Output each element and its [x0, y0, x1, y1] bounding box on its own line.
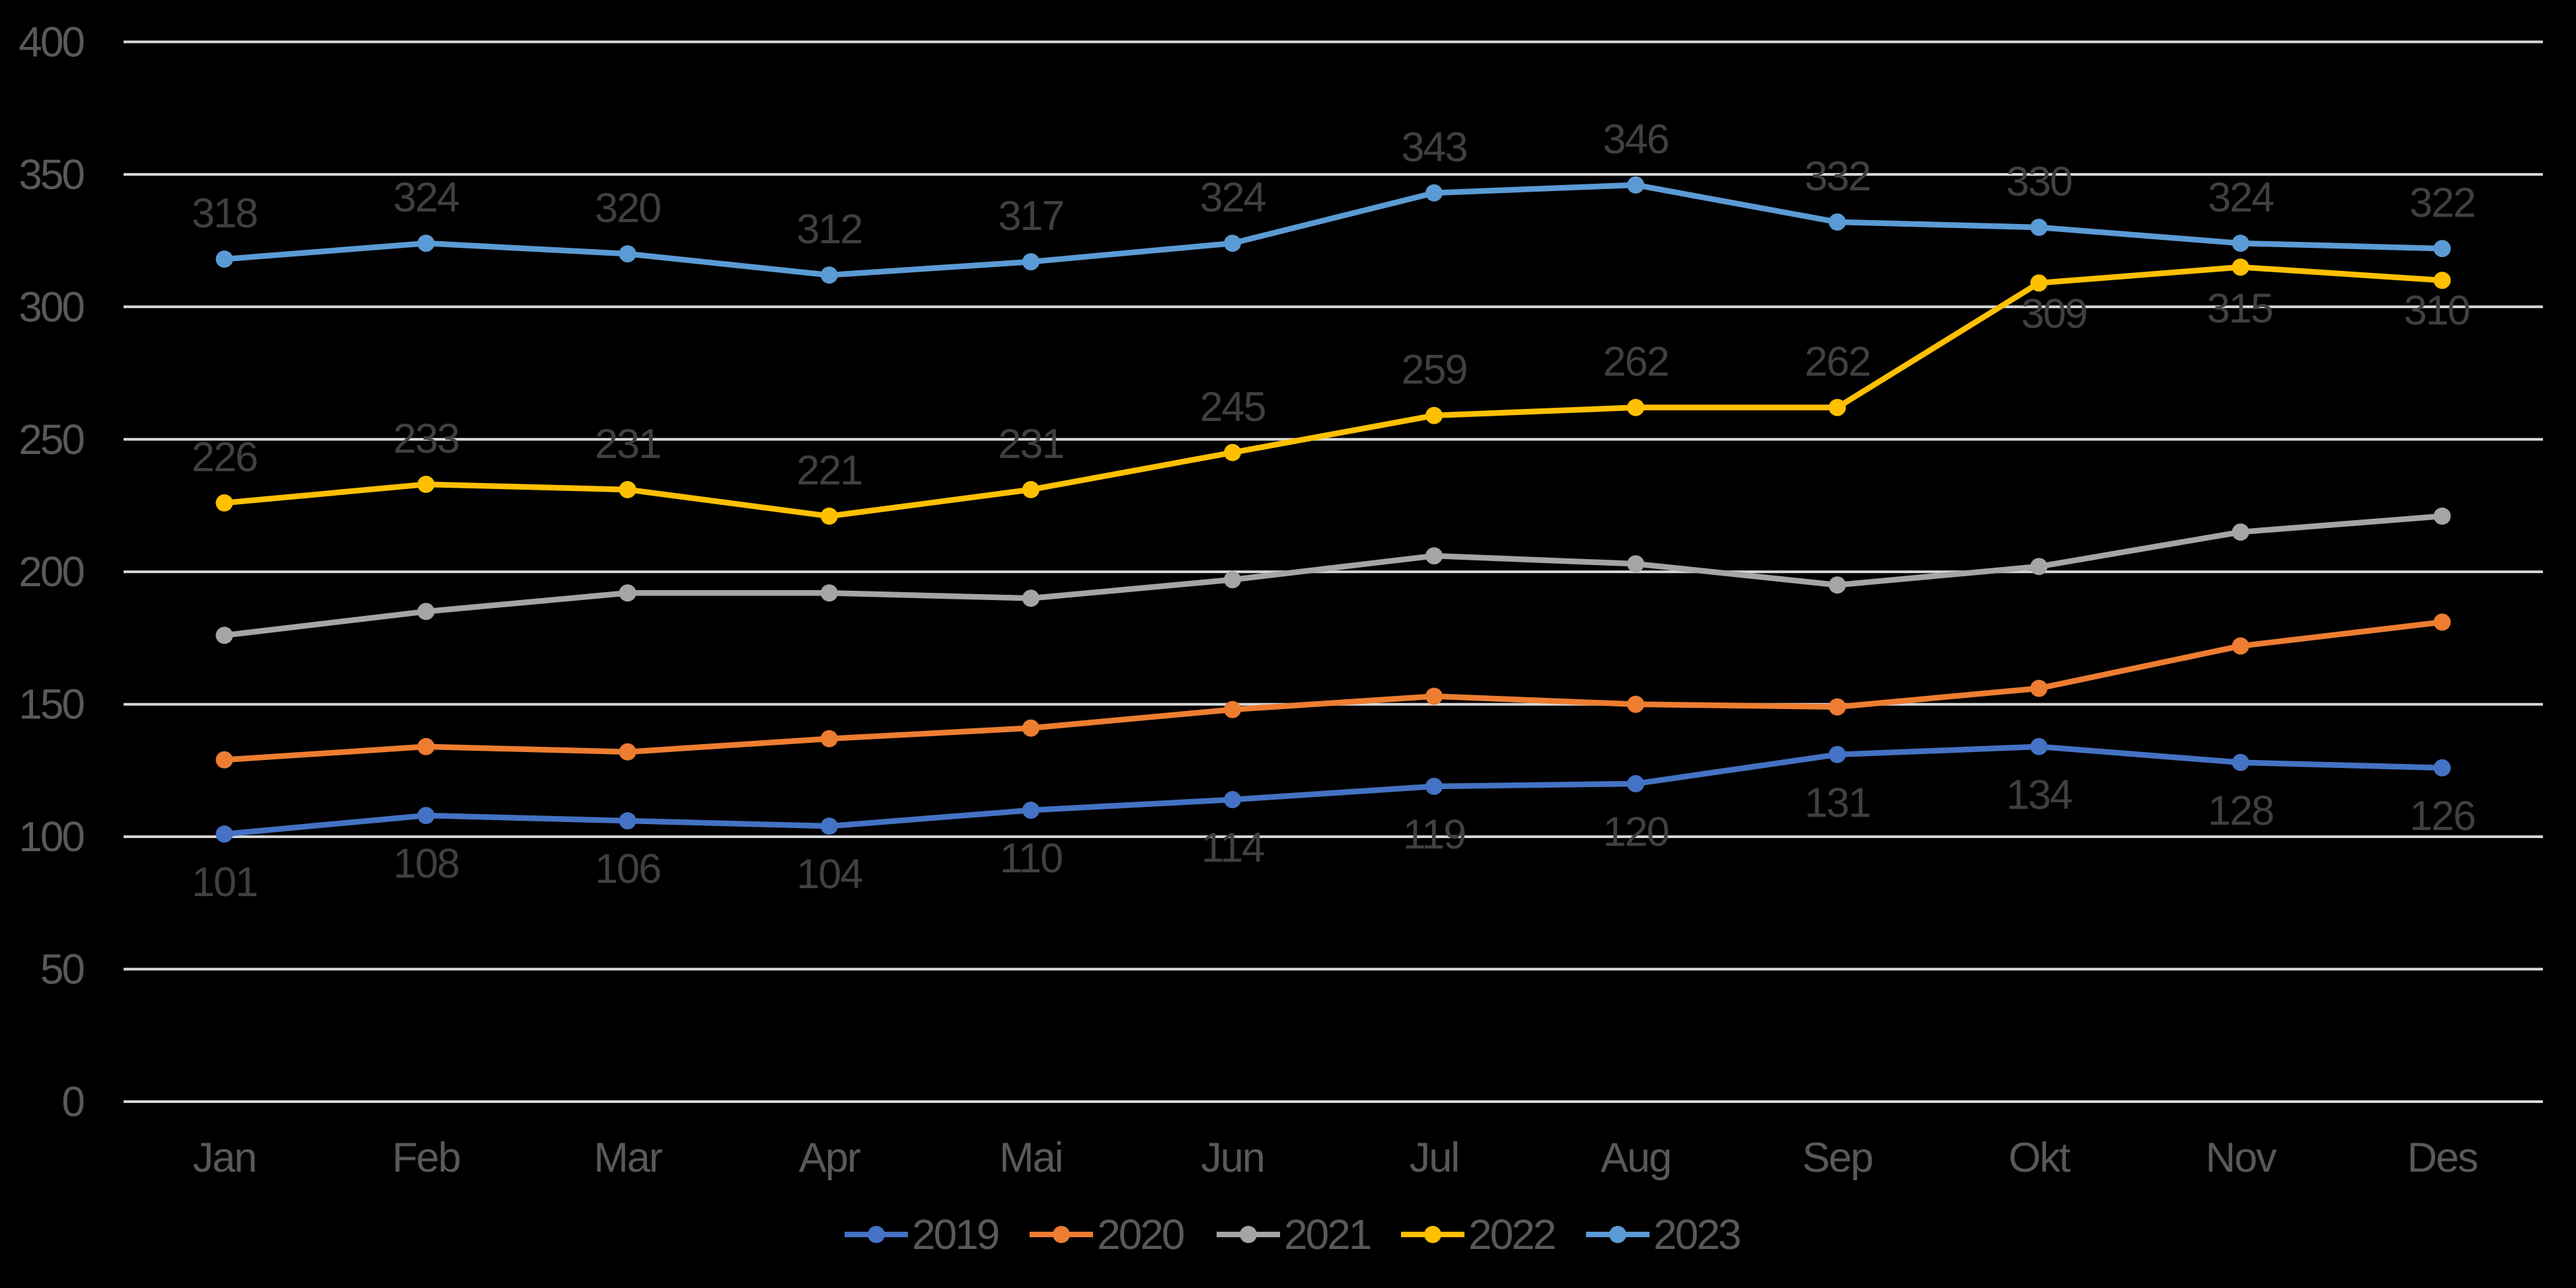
- svg-text:400: 400: [19, 18, 84, 65]
- svg-text:221: 221: [796, 447, 862, 494]
- svg-text:100: 100: [19, 813, 84, 860]
- svg-text:134: 134: [2006, 772, 2072, 818]
- svg-text:2023: 2023: [1653, 1211, 1740, 1258]
- svg-text:310: 310: [2404, 287, 2469, 334]
- svg-text:150: 150: [19, 681, 84, 728]
- svg-text:120: 120: [1603, 809, 1669, 855]
- svg-text:106: 106: [595, 846, 660, 892]
- svg-text:Jul: Jul: [1410, 1135, 1459, 1181]
- svg-text:330: 330: [2006, 159, 2072, 205]
- svg-text:312: 312: [796, 206, 862, 252]
- svg-text:Okt: Okt: [2008, 1135, 2071, 1181]
- svg-text:233: 233: [393, 416, 459, 462]
- svg-text:324: 324: [1199, 174, 1266, 221]
- svg-text:Mai: Mai: [999, 1135, 1063, 1181]
- svg-text:350: 350: [19, 151, 84, 198]
- svg-text:2021: 2021: [1284, 1211, 1371, 1258]
- svg-text:Jan: Jan: [193, 1135, 256, 1181]
- svg-text:231: 231: [998, 421, 1063, 467]
- svg-text:Feb: Feb: [392, 1135, 460, 1181]
- svg-text:309: 309: [2021, 291, 2086, 337]
- svg-text:318: 318: [192, 190, 257, 237]
- svg-text:Jun: Jun: [1201, 1135, 1264, 1181]
- svg-text:245: 245: [1199, 384, 1265, 430]
- svg-text:50: 50: [40, 946, 85, 993]
- svg-text:2022: 2022: [1468, 1211, 1555, 1258]
- svg-text:114: 114: [1201, 825, 1264, 871]
- svg-text:Des: Des: [2407, 1135, 2478, 1181]
- svg-text:Nov: Nov: [2205, 1135, 2277, 1181]
- svg-text:126: 126: [2409, 793, 2475, 839]
- svg-text:320: 320: [595, 185, 660, 231]
- svg-text:104: 104: [796, 851, 862, 897]
- svg-text:317: 317: [998, 193, 1063, 239]
- svg-text:231: 231: [595, 421, 660, 467]
- svg-text:Mar: Mar: [593, 1135, 662, 1181]
- svg-text:250: 250: [19, 416, 84, 463]
- svg-text:108: 108: [393, 841, 459, 887]
- svg-text:200: 200: [19, 548, 84, 595]
- svg-text:110: 110: [1000, 835, 1062, 882]
- svg-text:332: 332: [1805, 153, 1870, 200]
- svg-text:322: 322: [2409, 180, 2475, 226]
- svg-text:101: 101: [192, 859, 257, 905]
- svg-text:128: 128: [2208, 788, 2273, 834]
- svg-text:346: 346: [1603, 116, 1669, 163]
- svg-text:119: 119: [1403, 812, 1465, 858]
- svg-text:300: 300: [19, 283, 84, 330]
- svg-text:Aug: Aug: [1601, 1135, 1671, 1181]
- svg-text:324: 324: [393, 174, 459, 221]
- svg-text:2019: 2019: [912, 1211, 999, 1258]
- svg-text:315: 315: [2207, 285, 2272, 332]
- svg-text:Sep: Sep: [1802, 1135, 1872, 1181]
- svg-text:2020: 2020: [1097, 1211, 1184, 1258]
- svg-text:324: 324: [2208, 174, 2274, 221]
- svg-text:0: 0: [61, 1078, 84, 1125]
- svg-text:262: 262: [1805, 339, 1870, 385]
- svg-text:131: 131: [1805, 780, 1870, 826]
- svg-text:343: 343: [1401, 124, 1466, 170]
- svg-text:226: 226: [192, 434, 257, 480]
- svg-text:Apr: Apr: [799, 1135, 860, 1181]
- svg-text:259: 259: [1401, 347, 1466, 393]
- svg-text:262: 262: [1603, 339, 1669, 385]
